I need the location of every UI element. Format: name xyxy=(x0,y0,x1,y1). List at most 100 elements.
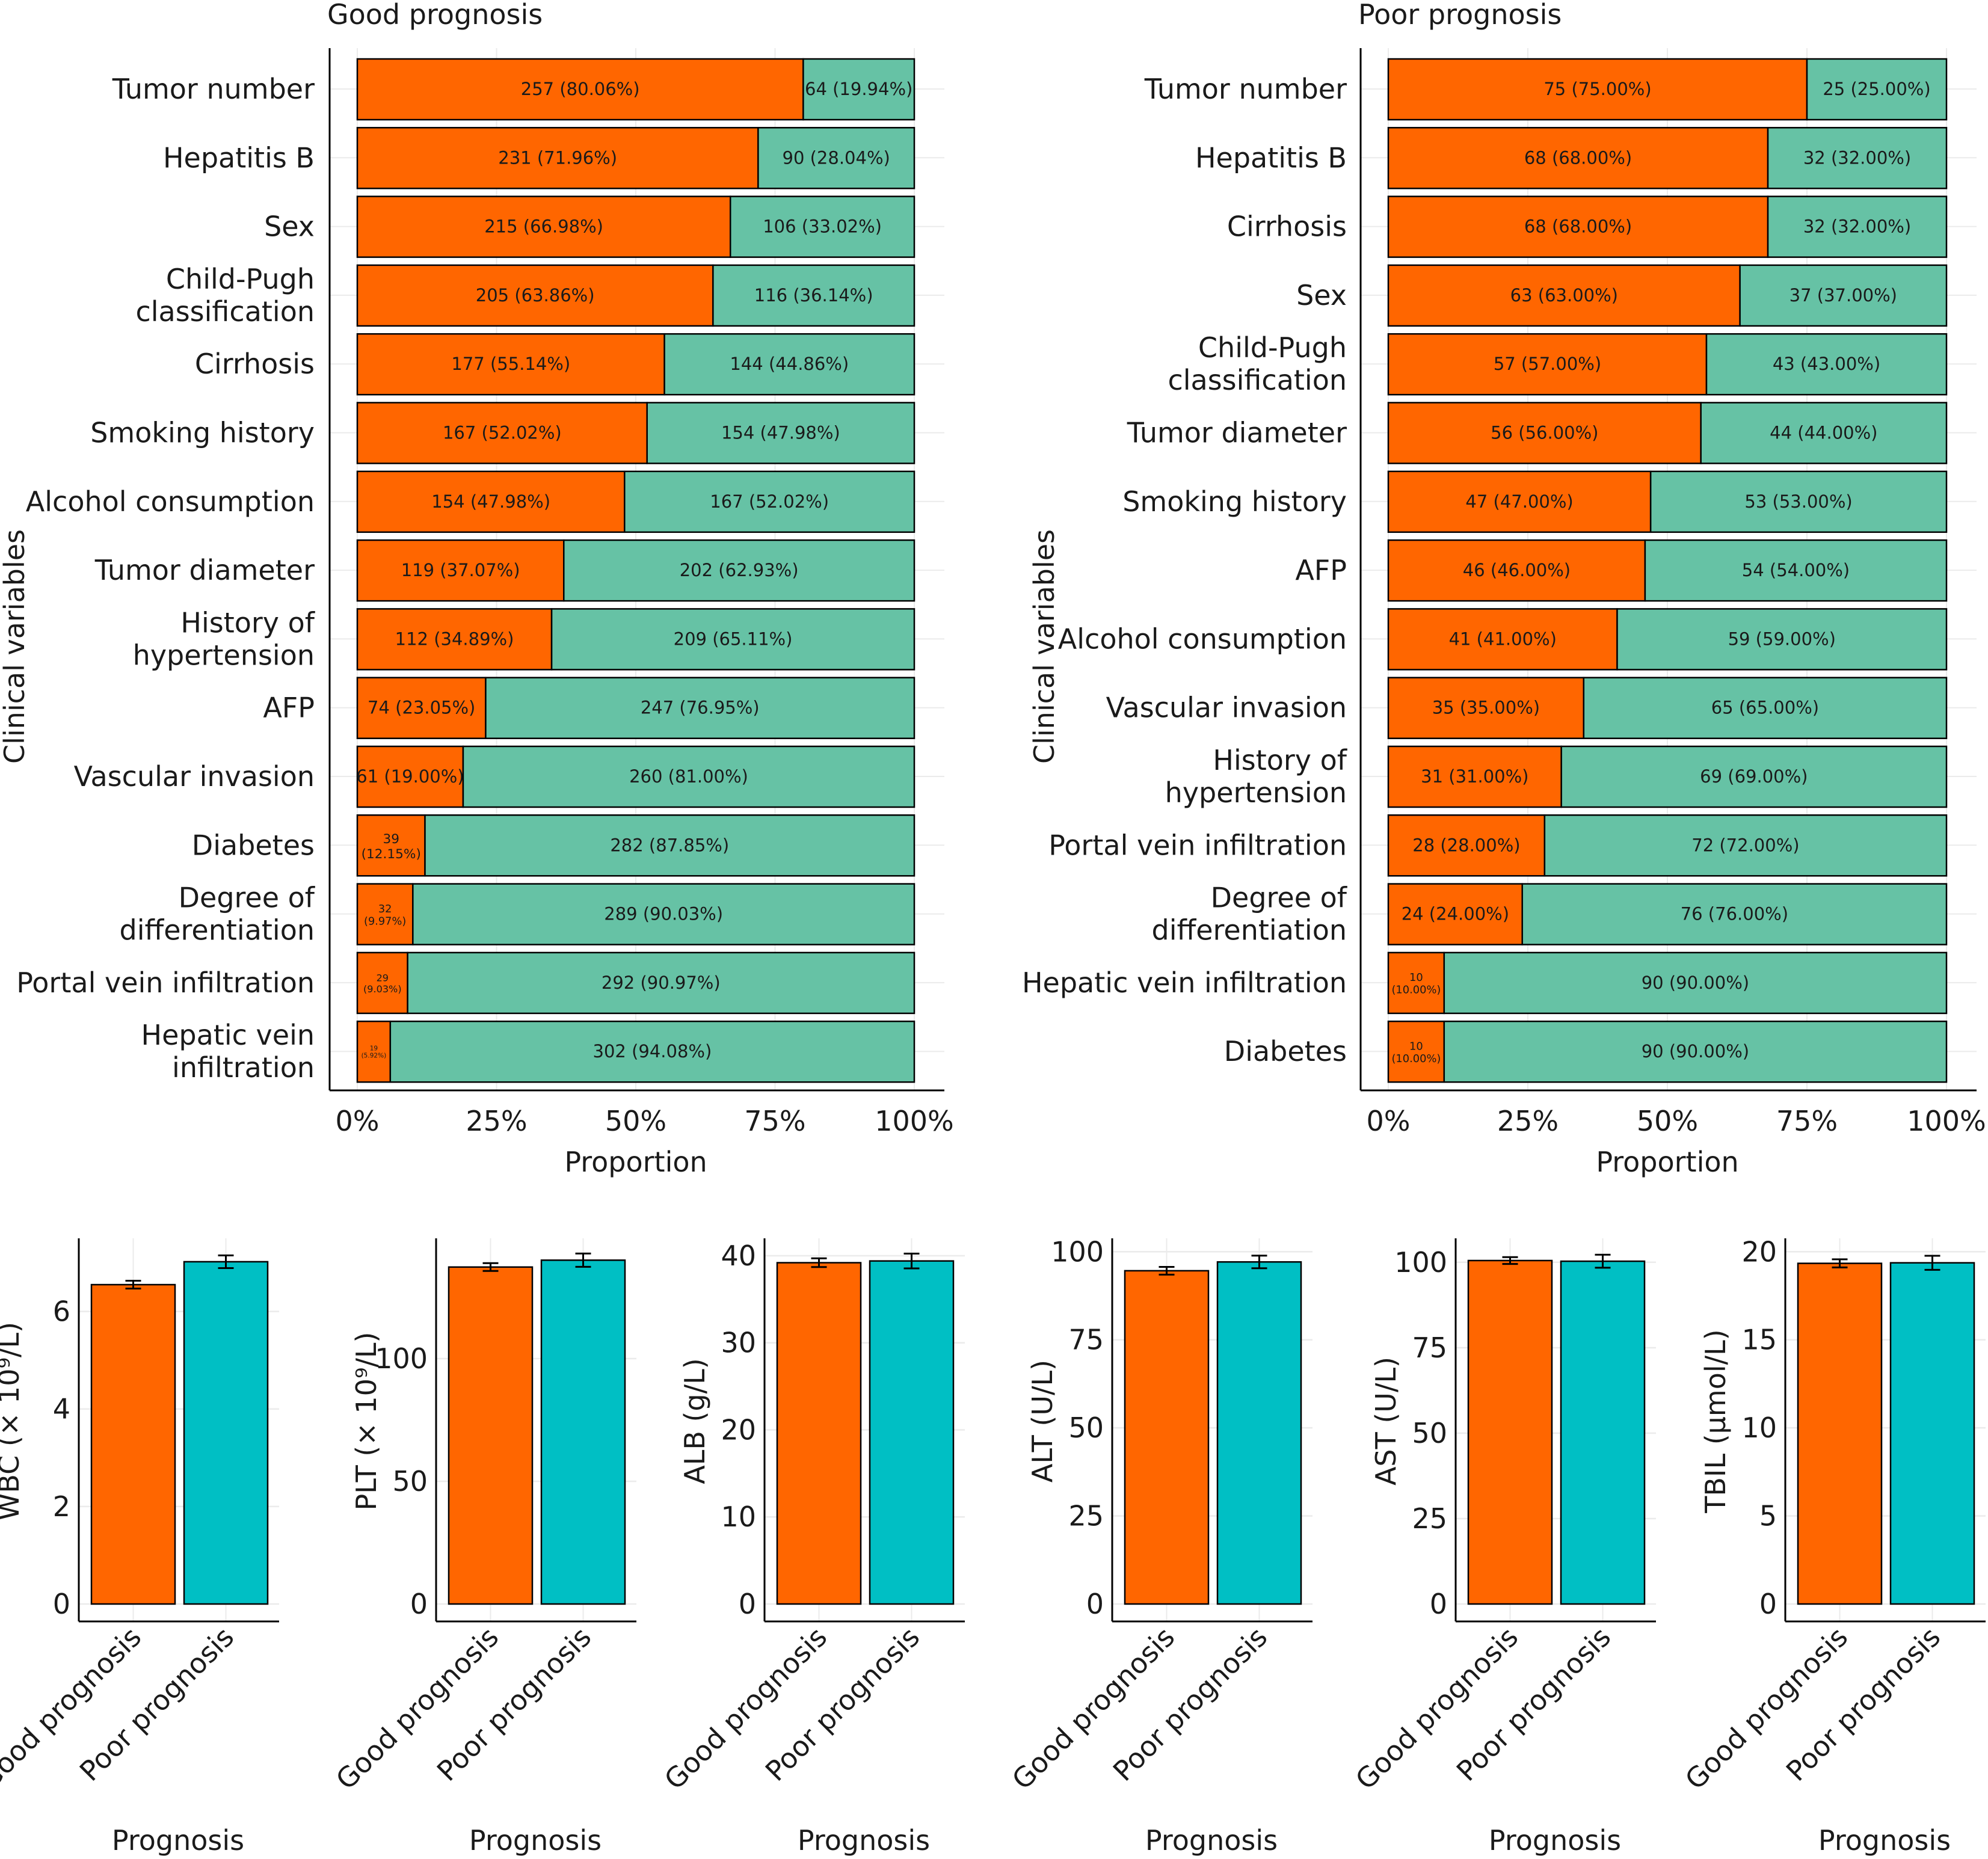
bar-segment-green xyxy=(1443,951,1948,1015)
y-axis-label: TBIL (μmol/L) xyxy=(1699,1329,1732,1514)
category-label: History of hypertension xyxy=(1165,744,1348,809)
category-label-line: Smoking history xyxy=(1122,485,1347,518)
category-label-line: classification xyxy=(1168,364,1347,396)
data-label: 68 (68.00%) xyxy=(1524,147,1632,168)
bar-segment-orange xyxy=(356,127,759,189)
bar xyxy=(1124,1270,1210,1605)
y-tick-label: 25 xyxy=(1068,1500,1104,1532)
bar xyxy=(90,1283,176,1605)
bar-segment-green xyxy=(563,539,916,602)
data-label: 231 (71.96%) xyxy=(498,147,617,168)
y-axis-label: PLT (× 10⁹/L) xyxy=(350,1332,383,1511)
bar-segment-orange xyxy=(356,951,408,1015)
data-label: 31 (31.00%) xyxy=(1421,766,1528,787)
data-label: 28 (28.00%) xyxy=(1412,835,1520,855)
data-label: 119 (37.07%) xyxy=(401,560,520,580)
bar-segment-orange xyxy=(356,58,804,121)
data-label: 46 (46.00%) xyxy=(1463,560,1571,580)
data-label: 24 (24.00%) xyxy=(1402,904,1509,924)
category-label: Hepatic vein infiltration xyxy=(1022,966,1347,999)
bar xyxy=(1560,1260,1646,1605)
category-label-line: hypertension xyxy=(133,639,315,671)
data-label-percent: (9.97%) xyxy=(364,915,406,927)
chart-title: Poor prognosis xyxy=(1358,0,1562,31)
x-tick-label: 100% xyxy=(875,1105,954,1137)
category-label: Sex xyxy=(264,210,315,243)
bar-segment-orange xyxy=(356,814,426,877)
bar-segment-green xyxy=(1644,539,1948,602)
data-label: 29 (9.03%) xyxy=(363,972,402,994)
y-axis-label: Clinical variables xyxy=(0,529,31,764)
category-label: History of hypertension xyxy=(133,606,316,671)
bar xyxy=(776,1262,862,1605)
data-label-percent: (10.00%) xyxy=(1391,984,1441,997)
x-tick-label: Poor prognosis xyxy=(431,1621,597,1787)
bar-chart-tbil: 0 5 10 15 20 TBIL (μmol/L) Good prognosisPoor … xyxy=(1679,1235,1986,1857)
data-label: 10 (10.00%) xyxy=(1391,971,1441,997)
bar-segment-green xyxy=(1583,677,1948,739)
y-axis-label: AST (U/L) xyxy=(1370,1357,1402,1486)
data-label: 106 (33.02%) xyxy=(763,217,882,237)
bar-segment-green xyxy=(757,127,916,189)
data-label: 202 (62.93%) xyxy=(680,560,799,580)
bar-segment-green xyxy=(1767,127,1948,189)
category-label-line: Degree of xyxy=(1211,882,1348,914)
category-label: Hepatitis B xyxy=(1195,141,1347,174)
y-tick-label: 40 xyxy=(721,1240,756,1272)
x-tick-label: Good prognosis xyxy=(1349,1621,1524,1796)
category-label-line: Cirrhosis xyxy=(195,348,315,380)
bar-segment-orange xyxy=(1387,195,1769,258)
category-label-line: Vascular invasion xyxy=(74,760,315,793)
category-label-line: Portal vein infiltration xyxy=(1048,829,1347,861)
category-label-line: AFP xyxy=(1295,554,1347,586)
category-label-line: Tumor diameter xyxy=(94,554,315,586)
category-label-line: hypertension xyxy=(1165,776,1347,809)
data-label: 167 (52.02%) xyxy=(443,423,562,443)
category-label-line: Alcohol consumption xyxy=(1058,622,1347,655)
data-label: 57 (57.00%) xyxy=(1494,354,1601,374)
x-tick-label: 50% xyxy=(605,1105,666,1137)
category-label-line: Sex xyxy=(1296,279,1347,312)
data-label-percent: (10.00%) xyxy=(1391,1052,1441,1065)
y-tick-label: 100 xyxy=(1051,1235,1104,1268)
category-label: Alcohol consumption xyxy=(26,485,315,518)
x-axis-label: Prognosis xyxy=(1818,1824,1951,1857)
category-label-line: History of xyxy=(180,606,315,639)
data-label: 154 (47.98%) xyxy=(431,491,550,512)
data-label: 292 (90.97%) xyxy=(602,973,721,993)
y-tick-label: 0 xyxy=(1430,1588,1447,1620)
y-tick-label: 0 xyxy=(1759,1588,1777,1620)
y-tick-label: 20 xyxy=(721,1413,756,1446)
x-tick-label: Poor prognosis xyxy=(73,1621,240,1787)
y-tick-label: 50 xyxy=(1412,1417,1447,1449)
bar-segment-orange xyxy=(1387,470,1652,533)
category-label-line: Child-Pugh xyxy=(166,263,315,295)
category-label-line: Portal vein infiltration xyxy=(16,966,315,999)
data-label: 112 (34.89%) xyxy=(395,628,514,649)
category-label-line: Alcohol consumption xyxy=(26,485,315,518)
category-label: Cirrhosis xyxy=(1227,210,1347,243)
bar-segment-green xyxy=(1806,58,1948,121)
category-label: Diabetes xyxy=(192,829,315,861)
x-tick-label: 0% xyxy=(336,1105,380,1137)
x-tick-label: 25% xyxy=(466,1105,527,1137)
data-label: 39 (12.15%) xyxy=(362,832,421,862)
x-tick-label: Poor prognosis xyxy=(759,1621,926,1787)
data-label: 61 (19.00%) xyxy=(356,766,464,787)
bar-segment-orange xyxy=(356,264,714,327)
x-tick-label: Good prognosis xyxy=(1006,1621,1181,1796)
y-axis-label: WBC (× 10⁹/L) xyxy=(0,1322,25,1520)
bar-segment-green xyxy=(389,1020,916,1083)
category-label: Tumor diameter xyxy=(94,554,315,586)
data-label: 257 (80.06%) xyxy=(521,79,640,99)
bar-segment-green xyxy=(1700,402,1948,464)
category-label-line: Diabetes xyxy=(1224,1035,1347,1068)
bar-segment-orange xyxy=(1387,951,1445,1015)
category-label-line: differentiation xyxy=(1152,914,1347,947)
category-label: Alcohol consumption xyxy=(1058,622,1347,655)
data-label: 90 (90.00%) xyxy=(1642,1041,1749,1062)
y-tick-label: 100 xyxy=(1394,1246,1447,1279)
data-label: 47 (47.00%) xyxy=(1465,491,1573,512)
